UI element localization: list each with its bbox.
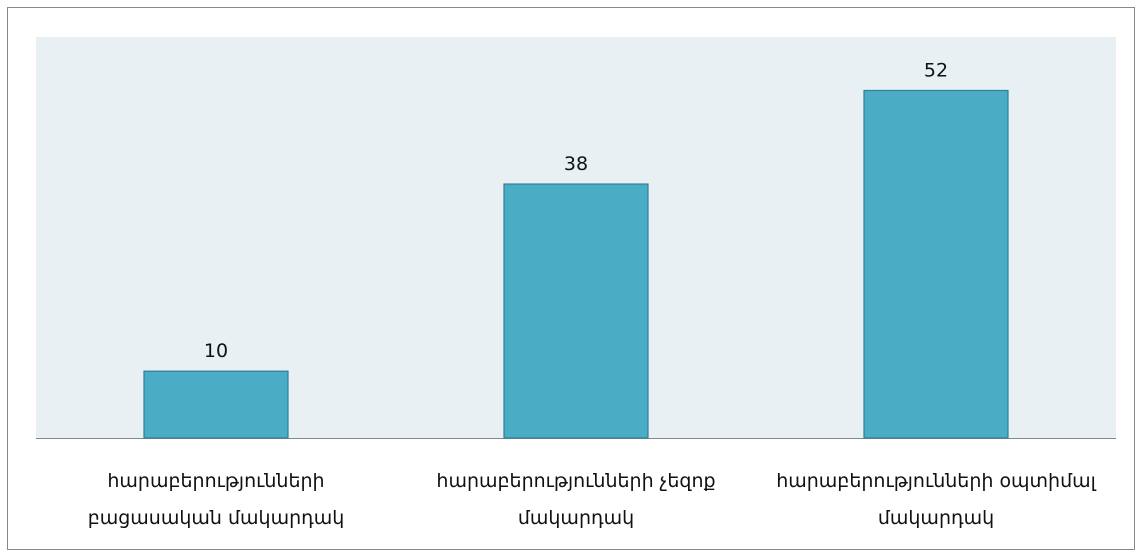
data-label: 10 — [204, 340, 228, 362]
x-tick-label: հարաբերությունների բացասական մակարդակ — [87, 470, 345, 529]
data-label: 38 — [564, 153, 588, 175]
data-label: 52 — [924, 59, 948, 81]
bar — [143, 370, 289, 439]
bar — [503, 183, 649, 439]
x-tick-label: հարաբերությունների օպտիմալ մակարդակ — [776, 470, 1096, 529]
x-tick-label: հարաբերությունների չեզոք մակարդակ — [436, 470, 716, 529]
bar — [863, 89, 1009, 439]
